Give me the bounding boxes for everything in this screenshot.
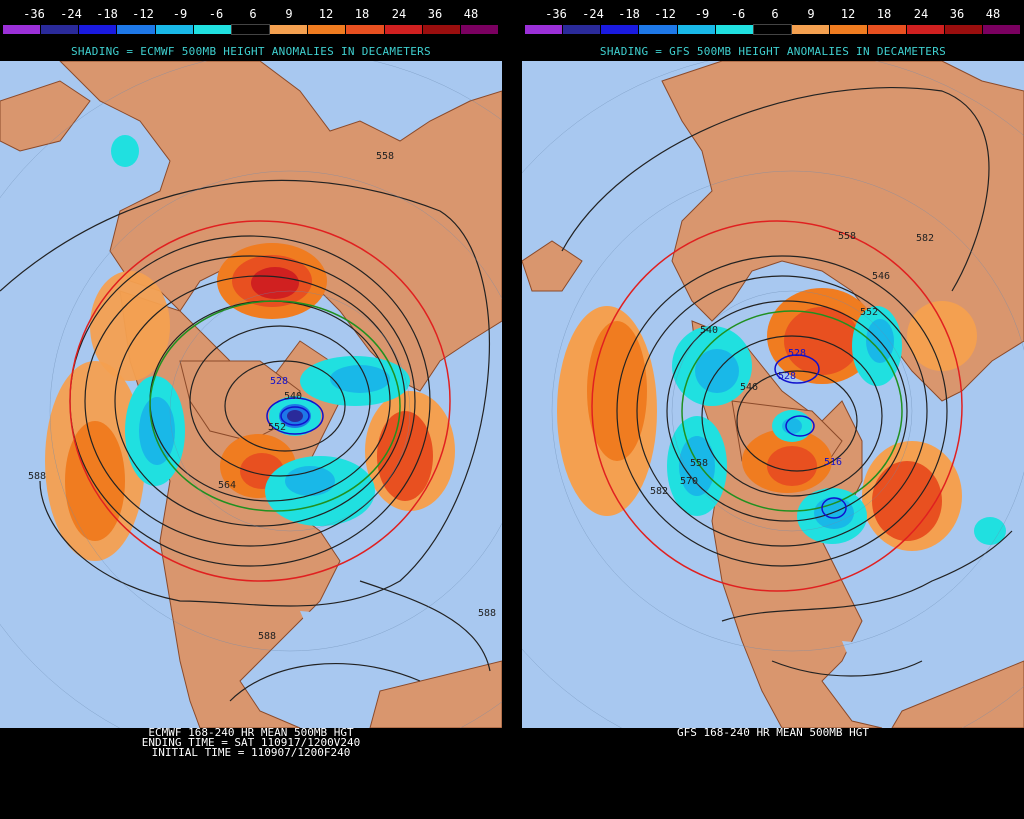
caption-line: ENDING TIME = SAT 110917/1200V240	[141, 736, 361, 749]
colorbar-tick: -18	[618, 7, 640, 21]
colorbar-tick: 6	[771, 7, 779, 21]
colorbar-tick: -36	[23, 7, 45, 21]
colorbar-swatch	[792, 25, 830, 34]
colorbar-tick: -18	[96, 7, 118, 21]
colorbar-tick: 48	[463, 7, 479, 21]
colorbar-swatch	[308, 25, 346, 34]
contour-blue	[266, 397, 324, 435]
colorbar-swatch	[422, 25, 460, 34]
contour-label: 582	[650, 486, 668, 497]
colorbar-tick: 18	[876, 7, 892, 21]
colorbar-swatch	[41, 25, 79, 34]
colorbar-swatch	[639, 25, 677, 34]
colorbar-swatch	[3, 25, 41, 34]
map-caption: ECMWF 168-240 HR MEAN 500MB HGT ENDING T…	[0, 726, 502, 819]
contour-label: 516	[824, 457, 842, 468]
colorbar-swatch	[944, 25, 982, 34]
colorbar-swatch	[601, 25, 639, 34]
contour-label: 588	[258, 631, 276, 642]
gfs-height-map: 558 582 546 540 528 546 558 582 570 528 …	[522, 61, 1024, 728]
caption-line: ECMWF 168-240 HR MEAN 500MB HGT	[148, 726, 354, 739]
colorbar-tick: -6	[208, 7, 224, 21]
contour-red	[69, 220, 451, 582]
colorbar-swatch	[346, 25, 384, 34]
colorbar-tick: 12	[840, 7, 856, 21]
anomaly-shading	[557, 288, 1006, 551]
contour-label: 570	[680, 476, 698, 487]
contour-labels: 558 528 540 552 564 588 588 588	[28, 151, 496, 642]
colorbar-swatch	[79, 25, 117, 34]
contour-label: 528	[778, 371, 796, 382]
caption-line: INITIAL TIME = 110907/1200F240	[151, 746, 351, 759]
contour-label: 540	[700, 325, 718, 336]
contour-labels: 558 582 546 540 528 546 558 582 570 528 …	[650, 231, 934, 497]
contour-label: 552	[268, 422, 286, 433]
colorbar-tick: -24	[582, 7, 604, 21]
contour-label: 582	[916, 233, 934, 244]
colorbar-swatch	[677, 25, 715, 34]
contour-label: 528	[270, 376, 288, 387]
colorbar-swatch	[525, 25, 563, 34]
contour-label: 558	[690, 458, 708, 469]
colorbar-tick: -6	[730, 7, 746, 21]
contour-red	[591, 220, 963, 592]
contour-label: 540	[284, 391, 302, 402]
colorbar-tick: -24	[60, 7, 82, 21]
ecmwf-panel: -36 -24 -18 -12 -9 -6 6 9 12 18 24 36 48…	[0, 0, 502, 819]
contour-label: 564	[218, 480, 236, 491]
colorbar-tick: 18	[354, 7, 370, 21]
colorbar-swatch	[715, 25, 753, 34]
colorbar-swatch	[384, 25, 422, 34]
contour-label: 546	[872, 271, 890, 282]
contour-label: 588	[28, 471, 46, 482]
contour-label: 558	[838, 231, 856, 242]
colorbar-tick: -12	[654, 7, 676, 21]
colorbar-swatch	[563, 25, 601, 34]
colorbar-swatch	[193, 25, 231, 34]
caption-line: GFS 168-240 HR MEAN 500MB HGT	[676, 726, 870, 739]
colorbar-tick: 48	[985, 7, 1001, 21]
colorbar-swatch	[230, 24, 271, 35]
anomaly-colorbar: -36 -24 -18 -12 -9 -6 6 9 12 18 24 36 48	[522, 0, 1024, 40]
height-contours	[561, 87, 1013, 677]
colorbar-swatch	[830, 25, 868, 34]
colorbar-swatch	[270, 25, 308, 34]
colorbar-tick: 24	[913, 7, 929, 21]
map-caption: GFS 168-240 HR MEAN 500MB HGT	[522, 726, 1024, 819]
colorbar-swatch	[460, 25, 498, 34]
colorbar-tick: 9	[807, 7, 815, 21]
contour-label: 558	[376, 151, 394, 162]
colorbar-tick: 6	[249, 7, 257, 21]
ecmwf-height-map: 558 528 540 552 564 588 588 588	[0, 61, 502, 728]
colorbar-tick: 24	[391, 7, 407, 21]
gfs-panel: -36 -24 -18 -12 -9 -6 6 9 12 18 24 36 48…	[522, 0, 1024, 819]
colorbar-tick: 9	[285, 7, 293, 21]
map-subtitle: SHADING = GFS 500MB HEIGHT ANOMALIES IN …	[599, 45, 947, 58]
colorbar-tick: 12	[318, 7, 334, 21]
colorbar-tick: -9	[694, 7, 710, 21]
map-subtitle: SHADING = ECMWF 500MB HEIGHT ANOMALIES I…	[71, 45, 431, 58]
contour-label: 552	[860, 307, 878, 318]
contour-label: 588	[478, 608, 496, 619]
contour-blue	[774, 354, 847, 519]
contour-label: 528	[788, 348, 806, 359]
colorbar-tick: -12	[132, 7, 154, 21]
colorbar-swatch	[982, 25, 1020, 34]
colorbar-tick: -36	[545, 7, 567, 21]
graticule	[0, 61, 502, 728]
contour-label: 546	[740, 382, 758, 393]
contour-green	[681, 310, 903, 512]
colorbar-swatch	[906, 25, 944, 34]
colorbar-tick: 36	[949, 7, 965, 21]
contour-green	[149, 300, 401, 512]
colorbar-swatch	[752, 24, 793, 35]
colorbar-swatch	[117, 25, 155, 34]
colorbar-tick: -9	[172, 7, 188, 21]
graticule	[522, 61, 1024, 728]
colorbar-swatch	[155, 25, 193, 34]
colorbar-tick: 36	[427, 7, 443, 21]
anomaly-colorbar: -36 -24 -18 -12 -9 -6 6 9 12 18 24 36 48	[0, 0, 502, 40]
colorbar-swatch	[868, 25, 906, 34]
